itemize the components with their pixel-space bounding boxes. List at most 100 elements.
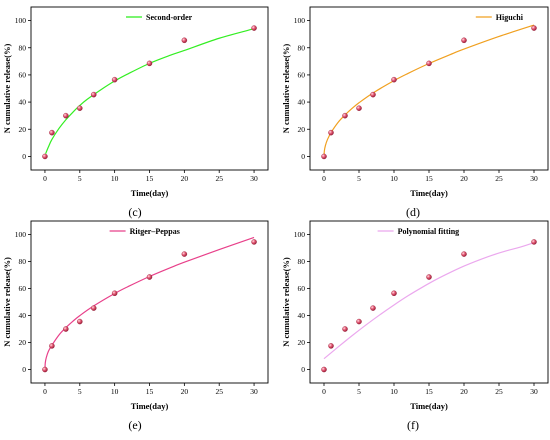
data-point	[328, 343, 334, 349]
x-tick-label: 30	[250, 387, 258, 396]
data-point	[356, 318, 362, 325]
data-point	[77, 318, 83, 325]
legend-label: Second-order	[146, 13, 193, 22]
x-tick-label: 15	[146, 387, 154, 396]
data-point	[321, 153, 327, 160]
x-tick-label: 10	[111, 387, 119, 396]
panel-caption: (f)	[407, 418, 419, 432]
plot-frame	[30, 6, 269, 171]
legend-label: Polynomial fitting	[398, 227, 460, 236]
x-tick-label: 20	[460, 174, 468, 183]
data-point	[370, 305, 376, 311]
plot-frame	[309, 220, 549, 384]
x-tick-label: 0	[43, 387, 47, 396]
x-tick-label: 10	[390, 174, 398, 183]
chart-panel-2: 0 5 10 15 20 25 30 0 20 40 60 80 100 Time(day) N cumul…	[2, 220, 269, 432]
y-tick-label: 80	[298, 43, 306, 52]
data-point	[42, 366, 48, 373]
data-point	[328, 129, 334, 136]
y-tick-label: 0	[22, 365, 26, 374]
y-tick-label: 60	[298, 284, 306, 293]
y-axis-label: N cumulative release(%)	[2, 257, 12, 347]
data-point	[181, 37, 188, 44]
x-tick-label: 25	[495, 387, 503, 396]
y-tick-label: 100	[15, 230, 27, 239]
data-point	[111, 76, 118, 83]
x-tick-label: 25	[495, 174, 503, 183]
x-tick-label: 0	[322, 174, 326, 183]
y-tick-label: 40	[298, 98, 306, 107]
data-point	[63, 112, 69, 119]
y-axis-label: N cumulative release(%)	[2, 44, 12, 134]
data-point	[111, 290, 118, 296]
data-point	[426, 60, 432, 67]
y-tick-label: 20	[19, 338, 27, 347]
data-point	[391, 290, 397, 296]
x-tick-label: 5	[78, 387, 82, 396]
data-point	[77, 105, 83, 111]
x-tick-label: 15	[425, 174, 433, 183]
data-point	[426, 274, 432, 280]
data-point	[49, 343, 55, 349]
data-point	[342, 326, 348, 332]
y-tick-label: 100	[294, 230, 306, 239]
x-tick-label: 30	[530, 387, 538, 396]
data-point	[370, 91, 376, 98]
y-axis-label: N cumulative release(%)	[281, 44, 291, 134]
y-tick-label: 0	[301, 152, 305, 161]
y-tick-label: 100	[294, 16, 306, 25]
y-tick-label: 40	[19, 311, 27, 320]
x-tick-label: 5	[78, 174, 82, 183]
data-point	[63, 326, 69, 332]
x-axis-label: Time(day)	[410, 188, 448, 198]
y-tick-label: 0	[301, 365, 305, 374]
x-tick-label: 15	[146, 174, 154, 183]
x-tick-label: 0	[322, 387, 326, 396]
data-point	[146, 274, 153, 280]
y-tick-label: 20	[298, 338, 306, 347]
y-tick-label: 100	[15, 16, 27, 25]
data-point	[251, 25, 257, 31]
fit-curve-line	[44, 236, 255, 370]
legend-label: Higuchi	[496, 13, 524, 22]
data-point	[42, 153, 48, 160]
x-tick-label: 20	[181, 174, 189, 183]
legend-label: Ritger–Peppas	[130, 227, 180, 236]
y-tick-label: 40	[19, 98, 27, 107]
data-point	[321, 366, 327, 373]
x-tick-label: 15	[425, 387, 433, 396]
data-point	[146, 60, 153, 67]
x-tick-label: 30	[250, 174, 258, 183]
y-tick-label: 20	[19, 125, 27, 134]
data-point	[90, 91, 97, 98]
panel-caption: (c)	[128, 205, 141, 219]
x-tick-label: 30	[530, 174, 538, 183]
y-tick-label: 20	[298, 125, 306, 134]
y-tick-label: 80	[298, 257, 306, 266]
x-tick-label: 0	[43, 174, 47, 183]
y-tick-label: 60	[298, 71, 306, 80]
y-tick-label: 80	[19, 43, 27, 52]
fit-curve-line	[323, 24, 535, 157]
data-point	[49, 129, 55, 136]
data-point	[391, 76, 397, 83]
x-tick-label: 10	[390, 387, 398, 396]
chart-panel-3: 0 5 10 15 20 25 30 0 20 40 60 80 100 Time(day) N cumul…	[281, 220, 549, 432]
y-tick-label: 0	[22, 152, 26, 161]
data-point	[90, 305, 97, 311]
data-point	[531, 25, 537, 31]
fit-curve-line	[45, 28, 255, 154]
x-tick-label: 20	[460, 387, 468, 396]
chart-panel-1: 0 5 10 15 20 25 30 0 20 40 60 80 100 Time(day) N cumul…	[281, 6, 549, 219]
x-tick-label: 10	[111, 174, 119, 183]
data-point	[461, 251, 467, 257]
chart-panel-0: 0 5 10 15 20 25 30 0 20 40 60 80 100 Time(day) N cumul…	[2, 6, 269, 219]
x-axis-label: Time(day)	[131, 401, 169, 411]
data-point	[181, 251, 188, 257]
x-tick-label: 5	[357, 387, 361, 396]
data-point	[251, 239, 257, 245]
x-tick-label: 25	[215, 174, 223, 183]
x-tick-label: 25	[215, 387, 223, 396]
